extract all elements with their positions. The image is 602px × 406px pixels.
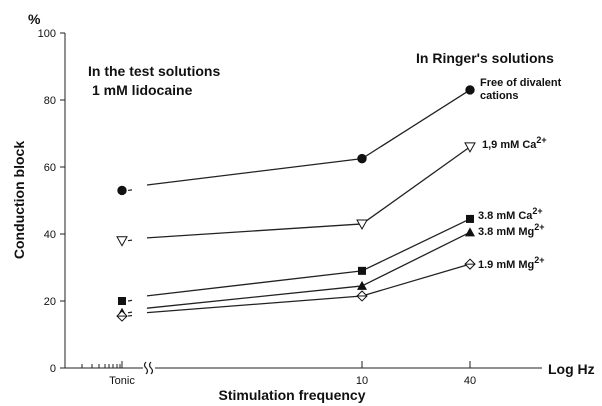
series-line-segment — [146, 157, 363, 186]
series-label: 1,9 mM Ca2+ — [482, 135, 547, 151]
series-3: 3.8 mM Ca2+ — [118, 206, 543, 305]
series-label-superscript: 2+ — [532, 206, 542, 216]
series-label: 3.8 mM Mg2+ — [478, 222, 545, 238]
annotation-test-solutions: In the test solutions — [88, 63, 220, 79]
y-axis-label: Conduction block — [11, 141, 27, 259]
series-line-segment — [127, 314, 133, 317]
y-axis-unit: % — [28, 11, 41, 27]
series-line-segment — [146, 270, 363, 297]
series-line-segment — [127, 239, 133, 242]
axis-break-icon — [143, 360, 155, 375]
x-tick-label: 10 — [356, 375, 368, 387]
data-point-filled-triangle-up — [465, 227, 475, 237]
series-label-superscript: 2+ — [536, 135, 546, 145]
data-point-filled-square — [358, 266, 366, 275]
y-tick-label: 80 — [44, 95, 56, 107]
annotation-lidocaine: 1 mM lidocaine — [92, 82, 193, 98]
y-tick-label: 60 — [44, 162, 56, 174]
series-line-segment — [361, 146, 471, 225]
y-tick-label: 0 — [50, 363, 56, 375]
x-tick-label: Tonic — [109, 375, 135, 387]
series-5: 1.9 mM Mg2+ — [116, 255, 545, 322]
annotation-ringer: In Ringer's solutions — [416, 50, 554, 66]
data-point-filled-circle — [117, 185, 127, 196]
series-line-segment — [361, 218, 471, 272]
x-axis-label: Stimulation frequency — [218, 387, 365, 403]
x-tick-label: 40 — [464, 375, 476, 387]
y-tick-label: 20 — [44, 296, 56, 308]
series-line-segment — [127, 311, 133, 314]
series-line-segment — [127, 189, 133, 192]
data-point-open-triangle-down — [356, 219, 368, 230]
series-line-segment — [146, 285, 363, 309]
series-2: 1,9 mM Ca2+ — [116, 135, 547, 247]
data-point-filled-triangle-up — [357, 280, 367, 290]
data-point-filled-square — [466, 214, 474, 223]
series-label-superscript: 2+ — [534, 222, 544, 232]
y-tick-label: 40 — [44, 229, 56, 241]
data-point-filled-square — [118, 297, 126, 305]
x-axis-unit: Log Hz — [548, 361, 595, 377]
data-point-open-triangle-down — [464, 142, 476, 153]
series-label: 3.8 mM Ca2+ — [478, 206, 543, 222]
data-point-open-triangle-down — [116, 236, 128, 247]
series-label: Free of divalent — [480, 77, 562, 89]
series-line-segment — [146, 223, 363, 239]
data-point-filled-circle — [357, 153, 367, 164]
series-label-superscript: 2+ — [534, 255, 544, 265]
series-label: cations — [480, 90, 519, 102]
series-line-segment — [127, 299, 133, 302]
y-tick-label: 100 — [38, 28, 56, 40]
data-point-filled-circle — [465, 85, 475, 95]
series-line-segment — [146, 295, 363, 314]
series-label: 1.9 mM Mg2+ — [478, 255, 545, 271]
series-line-segment — [361, 231, 471, 287]
series-line-segment — [361, 263, 471, 297]
series-line-segment — [361, 89, 471, 160]
